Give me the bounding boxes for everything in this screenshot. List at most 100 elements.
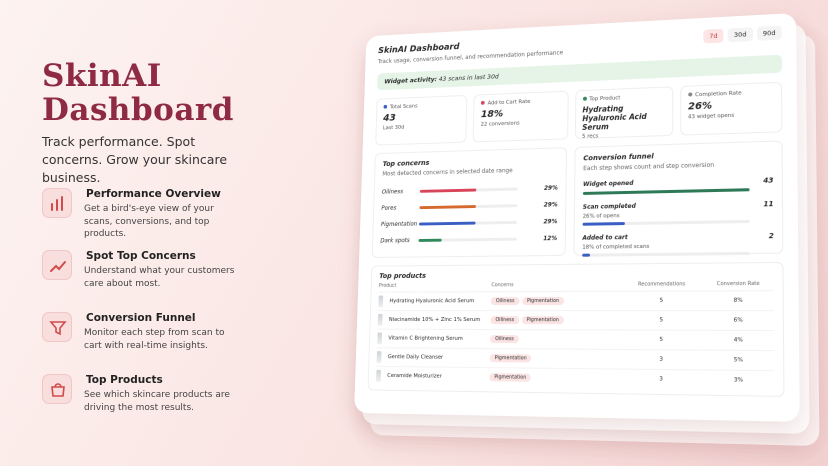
concern-track — [418, 237, 517, 242]
funnel-track — [582, 219, 751, 226]
concern-name: Pores — [381, 204, 397, 212]
activity-text: 43 scans in last 30d — [438, 72, 499, 83]
stat-card: Add to Cart Rate 18% 22 conversions — [472, 90, 569, 143]
feature-icon — [42, 312, 72, 342]
stat-value: 18% — [480, 108, 504, 121]
product-name: Vitamin C Brightening Serum — [388, 335, 463, 342]
feature-title: Spot Top Concerns — [86, 250, 196, 262]
stat-label-row: Completion Rate — [688, 89, 774, 98]
concern-pill: Oiliness — [490, 297, 520, 306]
stat-card: Completion Rate 26% 43 widget opens — [679, 81, 783, 136]
concerns-cell: Oiliness Pigmentation — [490, 297, 621, 306]
concern-bar — [419, 188, 477, 193]
funnel-track — [582, 251, 751, 257]
stat-label: Top Product — [589, 95, 621, 103]
column-header: Recommendations — [638, 281, 686, 288]
concern-value: 29% — [543, 201, 558, 209]
concern-name: Oiliness — [381, 188, 404, 196]
concern-name: Dark spots — [380, 237, 410, 245]
concern-pill: Pigmentation — [489, 373, 532, 382]
feature-title: Conversion Funnel — [86, 312, 196, 324]
rate-cell: 6% — [733, 317, 743, 324]
feature-title: Top Products — [86, 374, 163, 386]
product-name: Hydrating Hyaluronic Acid Serum — [389, 298, 475, 305]
recs-cell: 5 — [659, 336, 664, 344]
funnel-step: Added to cart 2 18% of completed scans — [582, 232, 774, 257]
products-table: Top products Product Concerns Recommendati… — [367, 261, 785, 397]
feature-text: See which skincare products are driving … — [84, 390, 230, 413]
stat-value: Hydrating Hyaluronic Acid Serum — [582, 104, 647, 132]
concern-row: Pores 29% — [381, 201, 557, 211]
recs-cell: 5 — [659, 297, 664, 304]
funnel-bar — [582, 188, 750, 195]
concern-bar — [419, 221, 476, 226]
recs-cell: 3 — [659, 356, 663, 363]
stat-note: 5 recs — [582, 133, 599, 140]
table-row: Ceramide Moisturizer Pigmentation 3 3% — [375, 365, 775, 391]
stat-note: 43 widget opens — [687, 112, 735, 121]
hero-title: SkinAI — [42, 58, 162, 94]
concern-bar — [418, 238, 442, 242]
feature-text: Understand what your customers care abou… — [84, 266, 235, 289]
funnel-bar — [582, 253, 590, 257]
feature-icon — [42, 188, 72, 218]
range-tab[interactable]: 30d — [727, 27, 753, 43]
concern-track — [419, 204, 518, 210]
table-row: Niacinamide 10% + Zinc 1% Serum Oiliness P… — [377, 310, 775, 331]
funnel-step: Widget opened 43 — [582, 176, 774, 195]
stat-note: Last 30d — [382, 124, 405, 132]
stat-value: 26% — [687, 100, 713, 113]
feature-title: Performance Overview — [86, 188, 221, 200]
product-cell: Gentle Daily Cleanser — [376, 351, 490, 364]
concern-bar — [419, 205, 476, 210]
funnel-name: Widget opened — [582, 179, 634, 189]
stat-dot — [383, 104, 388, 109]
column-header: Conversion Rate — [716, 280, 760, 288]
stat-label-row: Add to Cart Rate — [481, 98, 560, 107]
funnel-head: Widget opened 43 — [583, 176, 773, 189]
product-name: Gentle Daily Cleanser — [387, 354, 444, 361]
icon — [50, 261, 66, 272]
icon — [49, 321, 67, 336]
product-cell: Vitamin C Brightening Serum — [377, 332, 490, 345]
funnel-count: 11 — [763, 199, 774, 209]
concerns-cell: Pigmentation — [489, 373, 620, 382]
concern-name: Pigmentation — [380, 220, 418, 229]
hero-title: Dashboard — [42, 92, 234, 128]
stat-label: Completion Rate — [695, 90, 742, 99]
product-cell: Niacinamide 10% + Zinc 1% Serum — [377, 314, 491, 326]
stat-note: 22 conversions — [480, 120, 520, 128]
dashboard: SkinAI Dashboard Track usage, conversion… — [354, 12, 800, 422]
stats: Total Scans 43 Last 30d Add to Cart Rate 18%… — [375, 81, 783, 146]
funnel-name: Scan completed — [582, 202, 636, 211]
concern-value: 29% — [543, 218, 558, 226]
concern-track — [419, 187, 518, 193]
concerns-panel: Top concerns Most detected concerns in s… — [371, 147, 568, 258]
funnel-track — [582, 188, 750, 195]
product-thumb — [378, 295, 384, 308]
column-header: Concerns — [491, 282, 514, 289]
concern-pill: Oiliness — [490, 316, 520, 325]
product-name: Niacinamide 10% + Zinc 1% Serum — [388, 316, 481, 324]
concern-pill: Pigmentation — [521, 316, 564, 325]
funnel-step: Scan completed 11 26% of opens — [582, 199, 774, 226]
tagline: Track performance. Spot concerns. Grow y… — [42, 134, 228, 185]
feature-icon — [42, 374, 72, 404]
feature-text: Monitor each step from scan to cart with… — [84, 328, 225, 351]
stat-label: Add to Cart Rate — [487, 98, 531, 107]
range-tab[interactable]: 7d — [703, 28, 724, 44]
panel-subtitle: Most detected concerns in selected date … — [382, 167, 513, 178]
rate-cell: 5% — [733, 357, 743, 364]
funnel-count: 43 — [763, 176, 774, 185]
stat-dot — [688, 92, 693, 97]
product-thumb — [377, 314, 383, 326]
range-tab[interactable]: 90d — [756, 25, 782, 41]
stat-card: Total Scans 43 Last 30d — [375, 94, 468, 146]
recs-cell: 5 — [659, 317, 664, 324]
feature-text: Get a bird's-eye view of your scans, con… — [84, 204, 214, 239]
feature-icon — [42, 250, 72, 280]
concern-value: 29% — [543, 184, 558, 192]
funnel-name: Added to cart — [582, 234, 628, 242]
